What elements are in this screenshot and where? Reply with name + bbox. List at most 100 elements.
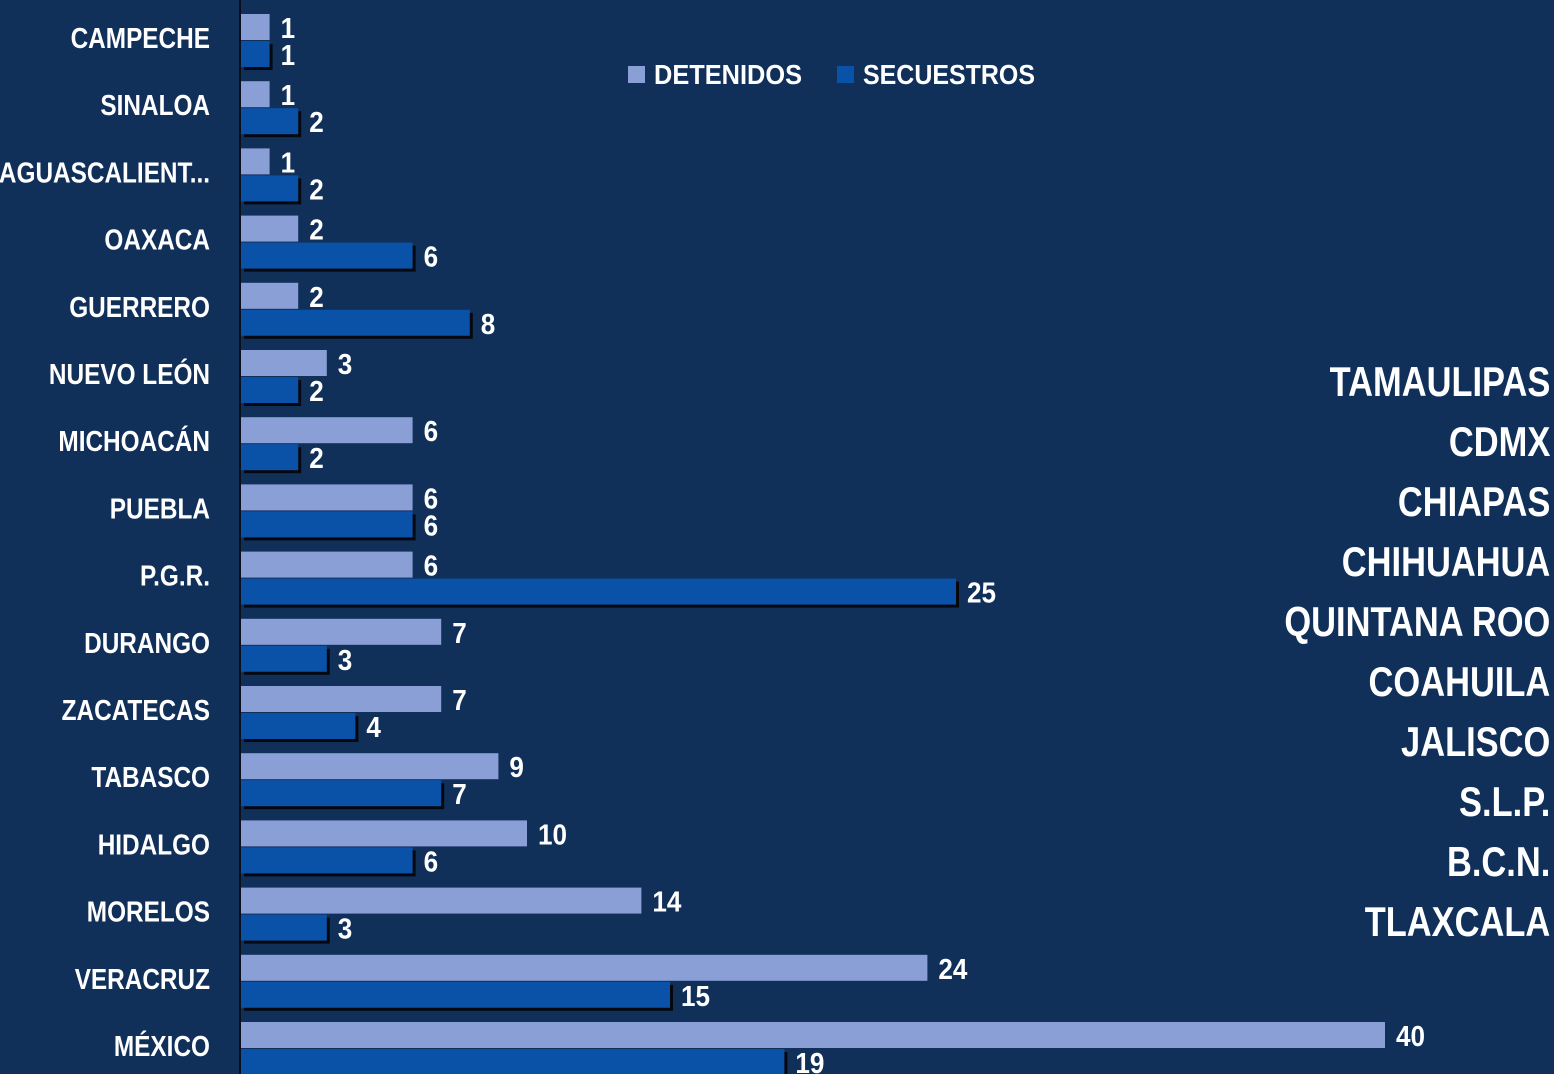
bar-detenidos — [241, 215, 299, 242]
bar-secuestros — [241, 780, 442, 807]
value-label: 3 — [338, 645, 353, 677]
value-label: 15 — [681, 981, 710, 1013]
category-label: GUERRERO — [69, 292, 210, 324]
bar-secuestros — [241, 309, 470, 336]
value-label: 14 — [652, 887, 681, 919]
legend-swatch-detenidos — [628, 66, 645, 83]
legend-swatch-secuestros — [837, 66, 854, 83]
bars-layer — [241, 14, 1385, 1074]
value-label: 1 — [281, 40, 296, 72]
bar-detenidos — [241, 14, 270, 40]
bar-detenidos — [241, 954, 928, 981]
side-list: TAMAULIPAS CDMX CHIAPAS CHIHUAHUA QUINTA… — [1226, 352, 1550, 952]
value-label: 9 — [509, 752, 524, 784]
value-label: 25 — [967, 578, 996, 610]
category-label: PUEBLA — [110, 493, 210, 525]
side-list-item: TAMAULIPAS — [1329, 358, 1550, 405]
bar-secuestros — [241, 108, 299, 135]
value-label: 2 — [309, 107, 324, 139]
bar-secuestros — [241, 1049, 785, 1074]
value-label: 7 — [452, 685, 467, 717]
bar-detenidos — [241, 282, 299, 309]
side-list-item: COAHUILA — [1368, 658, 1550, 705]
category-label: MICHOACÁN — [58, 424, 210, 458]
bar-detenidos — [241, 148, 270, 175]
bar-detenidos — [241, 417, 413, 444]
value-label: 2 — [309, 282, 324, 314]
value-label: 2 — [309, 215, 324, 247]
category-label: OAXACA — [104, 225, 210, 257]
legend-label-secuestros: SECUESTROS — [863, 59, 1035, 90]
value-label: 6 — [424, 551, 439, 583]
value-label: 6 — [424, 483, 439, 515]
value-label: 7 — [452, 618, 467, 650]
value-label: 6 — [424, 846, 439, 878]
value-label: 4 — [366, 712, 381, 744]
side-list-item: CDMX — [1448, 418, 1550, 465]
side-list-item: S.L.P. — [1458, 778, 1550, 825]
category-label: NUEVO LEÓN — [49, 357, 210, 391]
legend: DETENIDOS SECUESTROS — [628, 59, 1035, 90]
bar-secuestros — [241, 41, 270, 67]
side-list-item: JALISCO — [1400, 718, 1550, 765]
bar-detenidos — [241, 887, 642, 914]
side-list-item: CHIHUAHUA — [1341, 538, 1550, 585]
value-label: 1 — [281, 147, 296, 179]
side-list-item: TLAXCALA — [1364, 898, 1550, 945]
bar-detenidos — [241, 618, 442, 645]
value-label: 6 — [424, 416, 439, 448]
category-label: MORELOS — [87, 897, 210, 929]
value-label: 40 — [1396, 1021, 1425, 1053]
value-label: 1 — [281, 13, 296, 45]
bar-secuestros — [241, 511, 413, 538]
value-label: 19 — [795, 1048, 824, 1074]
category-label: AGUASCALIENT... — [0, 157, 210, 189]
category-label: VERACRUZ — [75, 964, 210, 996]
bar-secuestros — [241, 645, 327, 672]
bar-secuestros — [241, 242, 413, 269]
bar-secuestros — [241, 444, 299, 471]
category-label: P.G.R. — [140, 561, 210, 593]
legend-label-detenidos: DETENIDOS — [654, 59, 802, 90]
category-label: HIDALGO — [98, 829, 210, 861]
side-list-item: CHIAPAS — [1397, 478, 1550, 525]
category-label: SINALOA — [100, 90, 210, 122]
bar-detenidos — [241, 753, 499, 780]
value-label: 2 — [309, 174, 324, 206]
value-label: 8 — [481, 309, 496, 341]
value-label: 2 — [309, 443, 324, 475]
category-label: CAMPECHE — [71, 23, 210, 55]
bar-detenidos — [241, 551, 413, 578]
bar-detenidos — [241, 350, 327, 376]
bar-secuestros — [241, 713, 356, 739]
bar-detenidos — [241, 1022, 1385, 1048]
bar-detenidos — [241, 820, 527, 847]
bar-secuestros — [241, 377, 299, 403]
value-label: 3 — [338, 349, 353, 381]
value-label: 6 — [424, 242, 439, 274]
bar-detenidos — [241, 686, 442, 712]
value-label: 10 — [538, 819, 567, 851]
bar-secuestros — [241, 914, 327, 941]
bar-secuestros — [241, 175, 299, 202]
value-label: 6 — [424, 510, 439, 542]
category-label: ZACATECAS — [62, 695, 210, 727]
category-label: DURANGO — [84, 628, 210, 660]
value-label: 1 — [281, 80, 296, 112]
category-label: MÉXICO — [114, 1029, 210, 1063]
side-list-item: B.C.N. — [1446, 838, 1550, 885]
category-label: TABASCO — [91, 762, 210, 794]
value-label: 2 — [309, 376, 324, 408]
value-label: 24 — [938, 954, 967, 986]
bar-secuestros — [241, 847, 413, 874]
side-list-item: QUINTANA ROO — [1284, 598, 1550, 645]
bar-detenidos — [241, 484, 413, 511]
bar-detenidos — [241, 81, 270, 108]
bar-secuestros — [241, 981, 670, 1008]
value-label: 3 — [338, 914, 353, 946]
bar-secuestros — [241, 578, 956, 605]
value-label: 7 — [452, 779, 467, 811]
